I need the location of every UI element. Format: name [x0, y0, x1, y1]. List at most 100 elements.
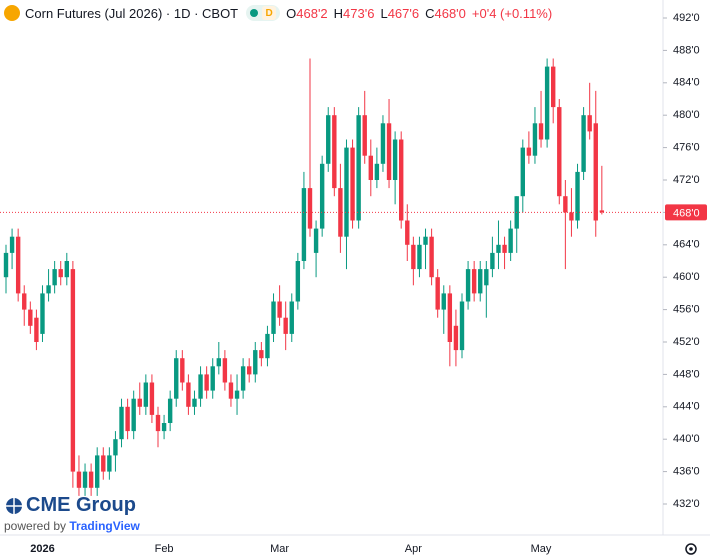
candle-body	[265, 333, 270, 359]
candle-body	[350, 147, 355, 221]
close-value: 468'0	[434, 5, 466, 21]
candle-body	[161, 423, 167, 432]
candle-body	[502, 244, 507, 253]
candle-body	[307, 188, 313, 229]
high-value: 473'6	[343, 5, 375, 21]
y-tick-label: 476'0	[673, 142, 700, 154]
powered-text: powered by	[4, 519, 67, 533]
candle-body	[332, 115, 337, 189]
powered-by: powered by TradingView	[4, 519, 140, 533]
y-tick-label: 484'0	[673, 77, 700, 89]
platform-name: TradingView	[69, 519, 140, 533]
candle-body	[490, 252, 495, 270]
candle-body	[563, 196, 568, 213]
y-tick-label: 492'0	[673, 12, 700, 24]
exchange-name: CME Group	[26, 494, 136, 516]
candle-body	[228, 382, 234, 399]
open-key: O	[286, 5, 297, 21]
y-tick-label: 452'0	[673, 336, 700, 348]
candle-body	[532, 123, 538, 156]
candle-body	[326, 115, 331, 164]
candle-body	[526, 147, 532, 156]
candle-body	[253, 350, 258, 375]
candle-body	[587, 115, 592, 132]
x-tick-label: Mar	[270, 543, 289, 555]
candle-body	[313, 228, 319, 253]
x-tick-label: May	[531, 543, 552, 555]
y-tick-label: 460'0	[673, 271, 700, 283]
candle-body	[52, 269, 57, 286]
candle-body	[131, 398, 136, 432]
y-tick-label: 456'0	[673, 304, 700, 316]
candle-body	[441, 293, 446, 310]
candle-body	[459, 301, 465, 351]
candle-body	[180, 358, 185, 383]
y-tick-label: 448'0	[673, 368, 700, 380]
y-tick-label: 472'0	[673, 174, 700, 186]
candle-body	[34, 317, 39, 342]
candle-body	[356, 115, 361, 221]
candle-body	[76, 471, 82, 488]
symbol-icon	[4, 5, 20, 21]
interval-badge[interactable]: D	[262, 6, 277, 20]
settings-icon[interactable]	[685, 543, 697, 555]
candle-body	[569, 212, 574, 221]
market-open-dot[interactable]	[250, 9, 259, 17]
candle-body	[496, 244, 501, 253]
candle-body	[271, 301, 276, 334]
candle-body	[155, 414, 161, 432]
candle-body	[234, 390, 240, 399]
candle-body	[338, 188, 343, 237]
candle-body	[380, 123, 386, 164]
x-tick-label: Feb	[155, 543, 174, 555]
globe-icon	[6, 498, 22, 514]
x-tick-label: Apr	[405, 543, 422, 555]
candle-body	[392, 139, 398, 180]
change-value: +0'4 (+0.11%)	[471, 5, 553, 21]
candle-body	[453, 325, 459, 351]
candle-body	[362, 115, 367, 156]
y-tick-label: 444'0	[673, 401, 700, 413]
title: Corn Futures (Jul 2026) · 1D · CBOT	[25, 5, 239, 21]
candle-body	[508, 228, 513, 253]
status-badges[interactable]: D	[246, 5, 281, 21]
candle-body	[167, 398, 173, 423]
candle-body	[557, 107, 562, 197]
close-key: C	[425, 5, 435, 21]
candle-body	[40, 293, 45, 334]
candle-body	[198, 374, 203, 399]
exchange-logo: CME Group	[4, 494, 140, 517]
branding: CME Group powered by TradingView	[4, 494, 140, 533]
candle-body	[46, 285, 51, 294]
candle-body	[107, 455, 112, 472]
candle-body	[149, 382, 155, 415]
y-tick-label: 464'0	[673, 239, 700, 251]
candle-body	[551, 66, 556, 108]
candle-body	[301, 188, 307, 261]
candle-body	[101, 455, 106, 472]
candle-body	[192, 398, 197, 407]
gear-center[interactable]	[689, 547, 693, 551]
candle-body	[411, 244, 416, 270]
candle-body	[174, 358, 179, 399]
candle-body	[240, 366, 246, 391]
candle-body	[581, 115, 586, 172]
candle-body	[295, 261, 301, 302]
candle-body	[143, 382, 149, 407]
candle-body	[538, 123, 544, 140]
candle-body	[368, 155, 373, 180]
candle-body	[423, 236, 428, 245]
last-price-label: 468'0	[673, 207, 700, 219]
candle-body	[435, 277, 440, 310]
low-value: 467'6	[387, 5, 420, 21]
candle-body	[593, 123, 598, 221]
candle-body	[82, 471, 88, 488]
candle-body	[386, 123, 392, 180]
open-value: 468'2	[296, 5, 328, 21]
candle-body	[520, 147, 525, 197]
high-key: H	[333, 5, 344, 21]
candle-body	[204, 374, 209, 391]
candle-body	[484, 269, 489, 286]
gear[interactable]	[685, 543, 697, 555]
